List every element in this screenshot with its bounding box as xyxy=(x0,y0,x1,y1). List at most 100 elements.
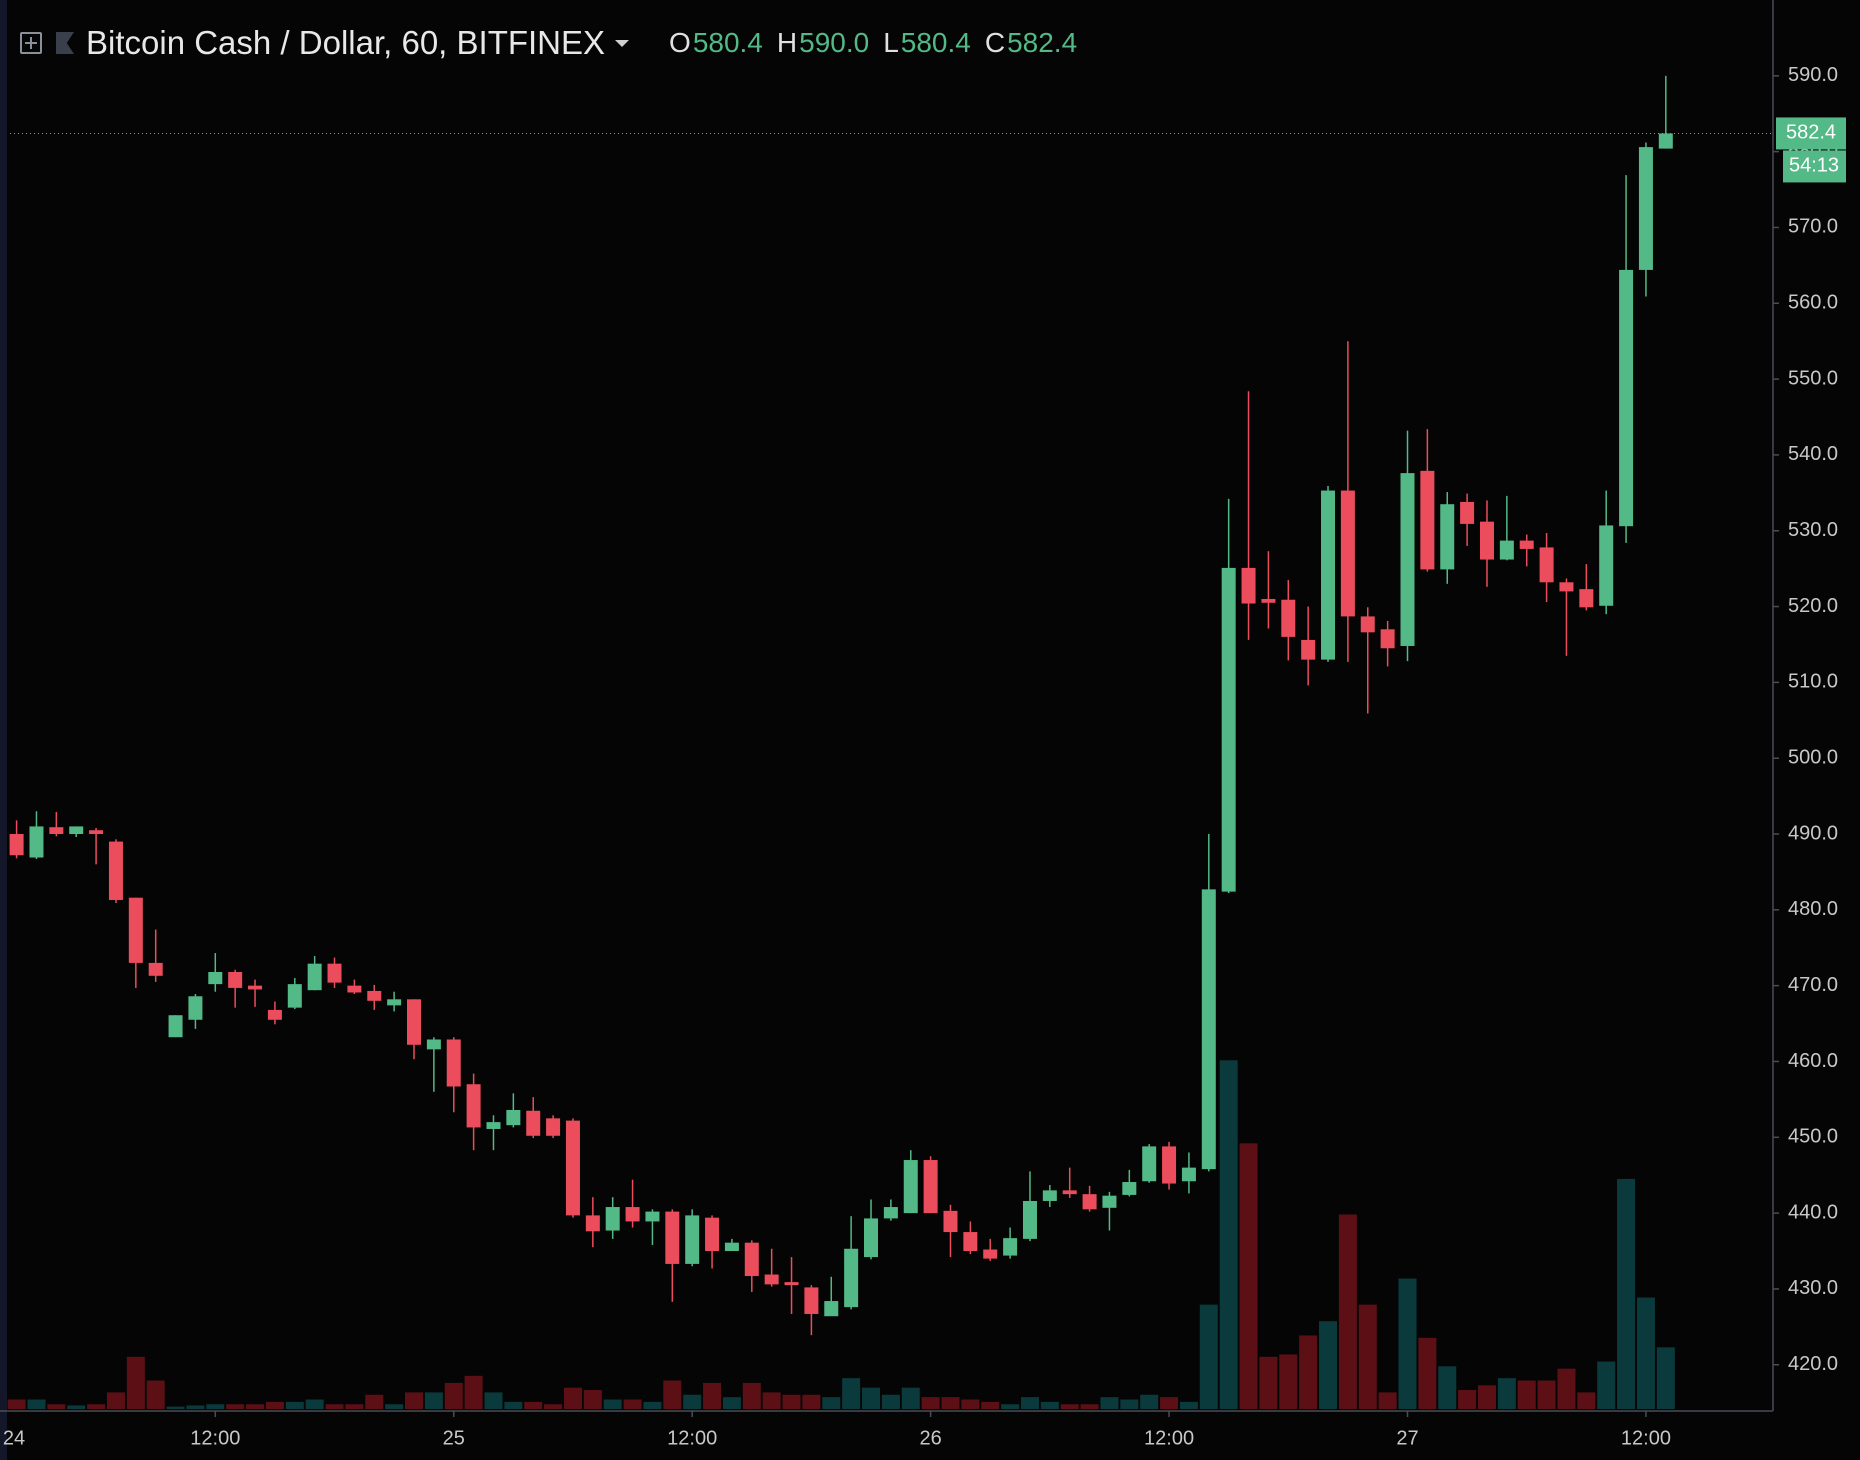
volume-bar xyxy=(246,1404,265,1409)
candle-body xyxy=(69,826,84,835)
ohlc-key: H xyxy=(776,27,798,58)
volume-bar xyxy=(1338,1214,1357,1409)
candle-body xyxy=(1003,1238,1018,1256)
symbol-dropdown[interactable] xyxy=(615,39,630,47)
ohlc-key: O xyxy=(669,27,691,58)
volume-bar xyxy=(921,1397,940,1409)
volume-bar xyxy=(464,1375,483,1409)
volume-layer xyxy=(7,1060,1675,1409)
y-tick-label: 450.0 xyxy=(1788,1126,1838,1148)
volume-bar xyxy=(47,1404,66,1409)
volume-bar xyxy=(186,1405,205,1409)
ohlc-key: L xyxy=(883,27,899,58)
legend-header: Bitcoin Cash / Dollar, 60, BITFINEX O 580… xyxy=(20,22,1077,64)
symbol-title[interactable]: Bitcoin Cash / Dollar, 60, BITFINEX xyxy=(86,24,606,61)
volume-bar xyxy=(603,1399,622,1409)
y-tick-label: 430.0 xyxy=(1788,1277,1838,1299)
flag-icon[interactable] xyxy=(56,32,74,54)
volume-bar xyxy=(385,1404,404,1409)
volume-bar xyxy=(583,1390,602,1409)
candle-body xyxy=(1658,133,1673,149)
volume-bar xyxy=(901,1387,920,1409)
y-tick-label: 590.0 xyxy=(1788,64,1838,86)
volume-bar xyxy=(106,1392,125,1409)
candle-body xyxy=(89,830,104,835)
add-icon[interactable] xyxy=(20,32,42,54)
candle-body xyxy=(1440,504,1455,570)
volume-bar xyxy=(1299,1335,1318,1409)
y-tick-label: 420.0 xyxy=(1788,1353,1838,1375)
volume-bar xyxy=(146,1380,165,1409)
candle-body xyxy=(665,1211,680,1264)
ohlc-value: 582.4 xyxy=(1007,27,1078,58)
y-tick-label: 490.0 xyxy=(1788,822,1838,844)
volume-bar xyxy=(1100,1397,1119,1409)
candle-body xyxy=(1619,269,1634,527)
candle-body xyxy=(1479,521,1494,560)
candle-body xyxy=(1499,540,1514,560)
candle-body xyxy=(1638,147,1653,270)
volume-bar xyxy=(27,1399,46,1409)
candle-body xyxy=(1221,567,1236,892)
y-tick-label: 460.0 xyxy=(1788,1050,1838,1072)
volume-bar xyxy=(126,1356,145,1409)
volume-bar xyxy=(1477,1385,1496,1409)
volume-bar xyxy=(1060,1404,1079,1409)
y-tick-label: 510.0 xyxy=(1788,671,1838,693)
volume-bar xyxy=(67,1405,86,1409)
volume-bar xyxy=(325,1404,344,1409)
candle-body xyxy=(784,1282,799,1286)
volume-bar xyxy=(822,1397,841,1409)
candle-body xyxy=(426,1039,441,1050)
candle-body xyxy=(506,1109,521,1126)
candle-body xyxy=(744,1242,759,1277)
candle-body xyxy=(287,984,302,1008)
volume-bar xyxy=(1239,1143,1258,1409)
candle-body xyxy=(1261,598,1276,603)
volume-bar xyxy=(782,1394,801,1409)
volume-bar xyxy=(1577,1392,1596,1409)
volume-bar xyxy=(1557,1368,1576,1409)
ohlc-value: 580.4 xyxy=(692,27,763,58)
volume-bar xyxy=(1001,1404,1020,1409)
candle-body xyxy=(1102,1195,1117,1208)
candle-body xyxy=(565,1120,580,1216)
volume-bar xyxy=(1458,1390,1477,1409)
volume-bar xyxy=(623,1399,642,1409)
volume-bar xyxy=(1398,1278,1417,1409)
volume-bar xyxy=(1358,1304,1377,1409)
candle-body xyxy=(1301,639,1316,660)
volume-bar xyxy=(941,1397,960,1409)
volume-bar xyxy=(206,1404,225,1409)
volume-bar xyxy=(424,1392,443,1409)
y-tick-label: 530.0 xyxy=(1788,519,1838,541)
volume-bar xyxy=(1497,1378,1516,1409)
candle-body xyxy=(1142,1146,1157,1182)
ohlc-value: 590.0 xyxy=(799,27,870,58)
volume-bar xyxy=(1517,1380,1536,1409)
volume-bar xyxy=(305,1399,324,1409)
volume-bar xyxy=(961,1399,980,1409)
candle-body xyxy=(903,1160,918,1214)
x-tick-label: 12:00 xyxy=(1621,1427,1671,1449)
candle-body xyxy=(367,990,382,1001)
candle-body xyxy=(1340,490,1355,617)
volume-bar xyxy=(226,1404,245,1409)
candle-body xyxy=(327,963,342,983)
y-tick-label: 570.0 xyxy=(1788,216,1838,238)
candle-body xyxy=(1539,547,1554,583)
candle-body xyxy=(347,985,362,993)
x-tick-label: 12:00 xyxy=(1144,1427,1194,1449)
candle-body xyxy=(883,1207,898,1219)
y-tick-label: 550.0 xyxy=(1788,367,1838,389)
volume-bar xyxy=(1140,1394,1159,1409)
ohlc-values: O 580.4 H 590.0 L 580.4 C 582.4 xyxy=(655,27,1077,59)
volume-bar xyxy=(722,1397,741,1409)
candle-body xyxy=(29,826,44,858)
volume-bar xyxy=(703,1382,722,1409)
candle-body xyxy=(963,1232,978,1252)
candle-body xyxy=(983,1249,998,1259)
candle-body xyxy=(9,834,24,856)
